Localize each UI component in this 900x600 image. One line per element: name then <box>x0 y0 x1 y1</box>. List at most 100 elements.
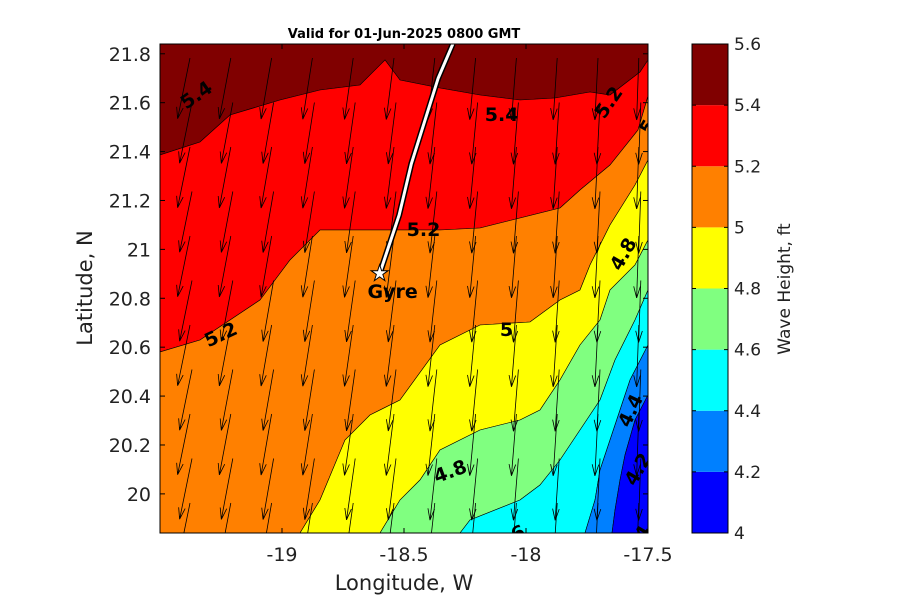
wave-direction-arrow <box>386 102 397 165</box>
colorbar-swatch <box>692 105 728 167</box>
wave-direction-arrow <box>219 191 234 253</box>
wave-direction-arrow <box>219 280 234 342</box>
wave-direction-arrow <box>178 191 193 253</box>
wave-direction-arrow <box>384 413 395 476</box>
wave-direction-arrow <box>386 458 397 521</box>
storm-track-line <box>378 44 455 275</box>
wave-direction-arrow <box>389 502 395 533</box>
wave-direction-arrow <box>591 235 600 299</box>
wave-direction-arrow <box>637 502 640 533</box>
y-tick-label: 21.4 <box>109 142 151 164</box>
contour-label: 5.4 <box>485 104 519 126</box>
wave-direction-arrow <box>259 57 272 120</box>
wave-direction-arrow <box>217 324 232 387</box>
wave-direction-arrow <box>176 146 191 208</box>
wave-direction-arrow <box>550 146 558 210</box>
wave-direction-arrow <box>224 502 232 533</box>
wave-direction-arrow <box>513 502 517 533</box>
wave-direction-arrow <box>342 57 354 120</box>
wave-direction-arrow <box>384 324 395 387</box>
wave-direction-arrow <box>633 235 641 299</box>
wave-direction-arrow <box>469 191 478 254</box>
wave-direction-arrow <box>261 458 274 520</box>
wave-direction-arrow <box>176 413 191 475</box>
wave-direction-arrow <box>176 235 191 297</box>
y-axis-ticks: 20 20.2 20.4 20.6 20.8 21 21.2 21.4 21.6 21.8 <box>109 44 648 506</box>
wave-direction-arrow <box>425 413 436 476</box>
wave-direction-arrow <box>344 369 356 432</box>
colorbar-tick-label: 5.6 <box>734 35 761 55</box>
colorbar-swatch <box>692 166 728 228</box>
wave-direction-arrow <box>467 324 476 387</box>
wave-direction-arrow <box>508 146 517 209</box>
x-tick-label: -17.5 <box>623 544 672 566</box>
wave-direction-arrow <box>300 413 313 476</box>
colorbar-swatch <box>692 44 728 106</box>
wave-direction-arrow <box>259 413 272 476</box>
colorbar-swatch <box>692 349 728 411</box>
wave-direction-arrow <box>176 57 191 119</box>
wave-direction-arrow <box>178 458 193 520</box>
wave-direction-arrow <box>217 57 232 120</box>
wave-direction-arrow <box>467 235 476 298</box>
x-tick-label: -18.5 <box>379 544 428 566</box>
wave-direction-arrow <box>591 146 600 210</box>
wave-direction-arrow <box>469 102 478 165</box>
colorbar-swatch <box>692 471 728 533</box>
wave-direction-arrow <box>342 235 354 298</box>
x-tick-label: -18 <box>510 544 541 566</box>
wave-direction-arrow <box>467 57 476 120</box>
wave-direction-arrow <box>591 413 600 477</box>
wave-direction-arrow <box>344 102 356 165</box>
wave-direction-arrow <box>302 458 315 520</box>
wave-direction-arrow <box>259 324 272 387</box>
wave-direction-arrow <box>217 235 232 298</box>
wave-direction-arrow <box>467 413 476 476</box>
wave-direction-arrow <box>472 502 476 533</box>
wave-direction-arrow <box>219 369 234 431</box>
wave-direction-arrow <box>633 57 641 121</box>
wave-direction-arrow <box>344 280 356 343</box>
wave-direction-arrow <box>176 324 191 386</box>
wave-direction-arrow <box>469 369 478 432</box>
wave-direction-arrow <box>633 146 641 210</box>
wave-direction-arrow <box>307 502 313 533</box>
wave-direction-arrow <box>266 502 272 533</box>
wave-direction-arrow <box>183 502 191 533</box>
y-tick-label: 21 <box>127 239 151 261</box>
y-tick-label: 20.4 <box>109 386 151 408</box>
wave-direction-arrow <box>596 502 599 533</box>
storm-track <box>376 44 456 275</box>
wave-direction-arrow <box>342 413 354 476</box>
colorbar-swatch <box>692 410 728 472</box>
colorbar-swatch <box>692 227 728 289</box>
colorbar-swatch <box>692 288 728 350</box>
wave-direction-arrow <box>178 369 193 431</box>
contour-label: 5.2 <box>407 219 441 241</box>
y-tick-label: 21.2 <box>109 190 151 212</box>
storm-position-star-icon: ★ <box>370 261 390 286</box>
x-axis-ticks: -19 -18.5 -18 -17.5 <box>266 44 673 566</box>
wave-direction-arrow <box>302 191 315 253</box>
wave-direction-arrow <box>386 280 397 343</box>
wave-direction-arrow <box>342 324 354 387</box>
wave-direction-arrow <box>508 324 517 387</box>
wave-direction-arrow <box>431 502 436 533</box>
wave-direction-arrow <box>508 235 517 298</box>
y-tick-label: 20.2 <box>109 435 151 457</box>
wave-direction-arrow <box>261 280 274 342</box>
wave-direction-arrow <box>508 57 517 120</box>
wave-direction-arrow <box>550 324 558 388</box>
colorbar-tick-label: 4 <box>734 524 745 544</box>
wave-direction-arrow <box>554 502 558 533</box>
colorbar-tick-label: 5 <box>734 218 745 238</box>
wave-direction-arrow <box>384 57 395 120</box>
x-axis-label: Longitude, W <box>335 571 474 595</box>
wave-direction-arrow <box>178 280 193 342</box>
colorbar-tick-label: 4.4 <box>734 402 761 422</box>
wave-direction-arrow <box>469 280 478 343</box>
wave-direction-arrow <box>550 235 558 299</box>
wave-direction-arrow <box>344 458 356 521</box>
wave-direction-arrow <box>219 458 234 520</box>
